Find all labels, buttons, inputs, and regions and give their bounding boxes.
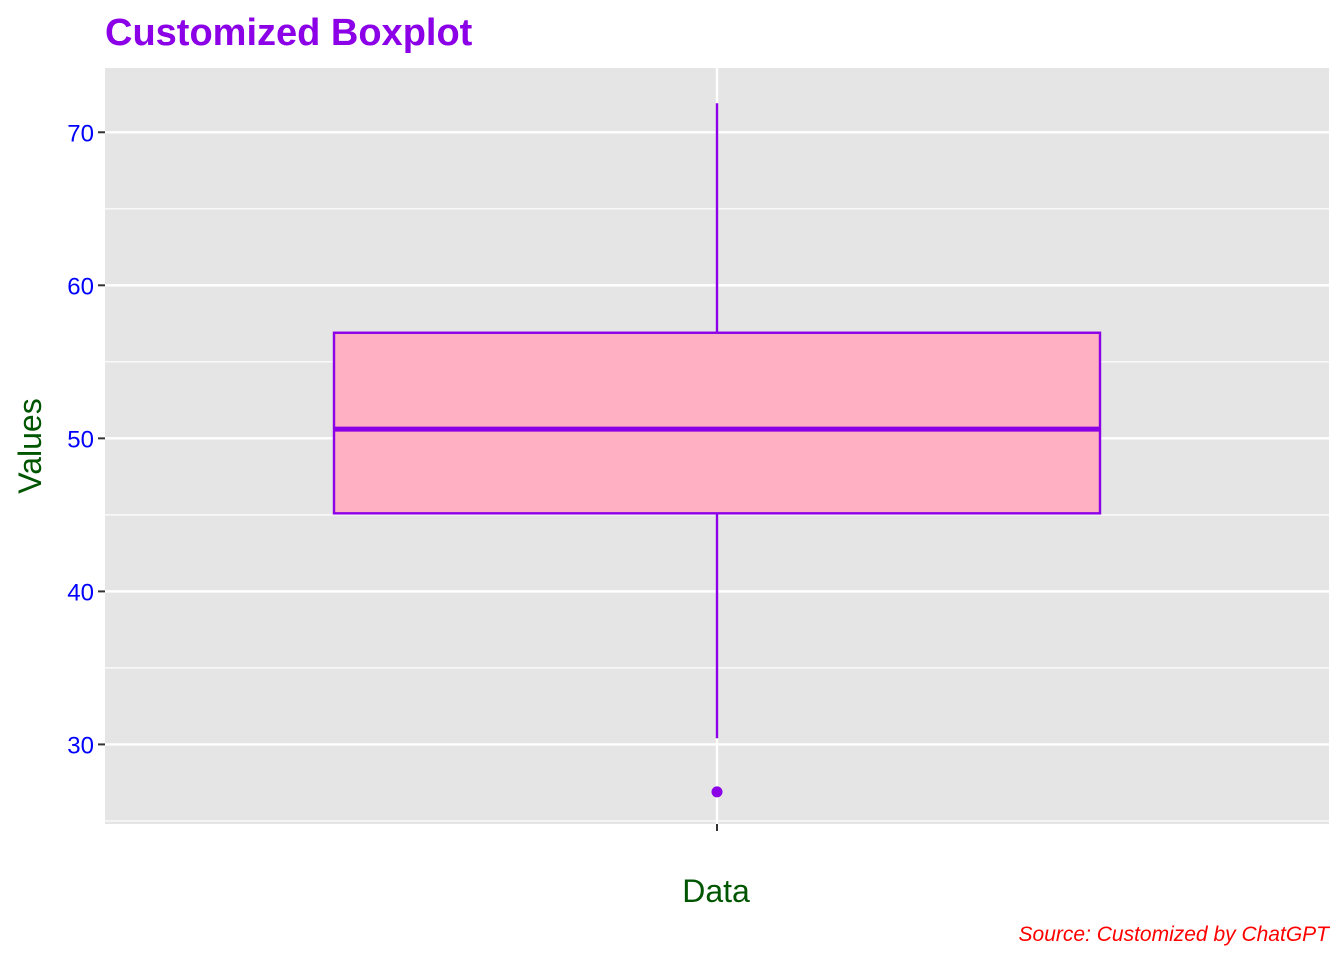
outlier-point [711, 786, 723, 798]
y-tick-label: 40 [67, 579, 94, 606]
x-axis-title: Data [682, 873, 750, 909]
chart-title: Customized Boxplot [105, 12, 473, 54]
y-tick-label: 60 [67, 273, 94, 300]
y-axis-ticks: 30 40 50 60 70 [67, 120, 105, 759]
chart-caption: Source: Customized by ChatGPT [1019, 923, 1332, 946]
y-axis-title: Values [12, 398, 48, 493]
iqr-box [332, 331, 1102, 515]
y-tick-label: 50 [67, 426, 94, 453]
box-marks [332, 103, 1102, 798]
y-tick-label: 70 [67, 120, 94, 147]
y-tick-label: 30 [67, 732, 94, 759]
